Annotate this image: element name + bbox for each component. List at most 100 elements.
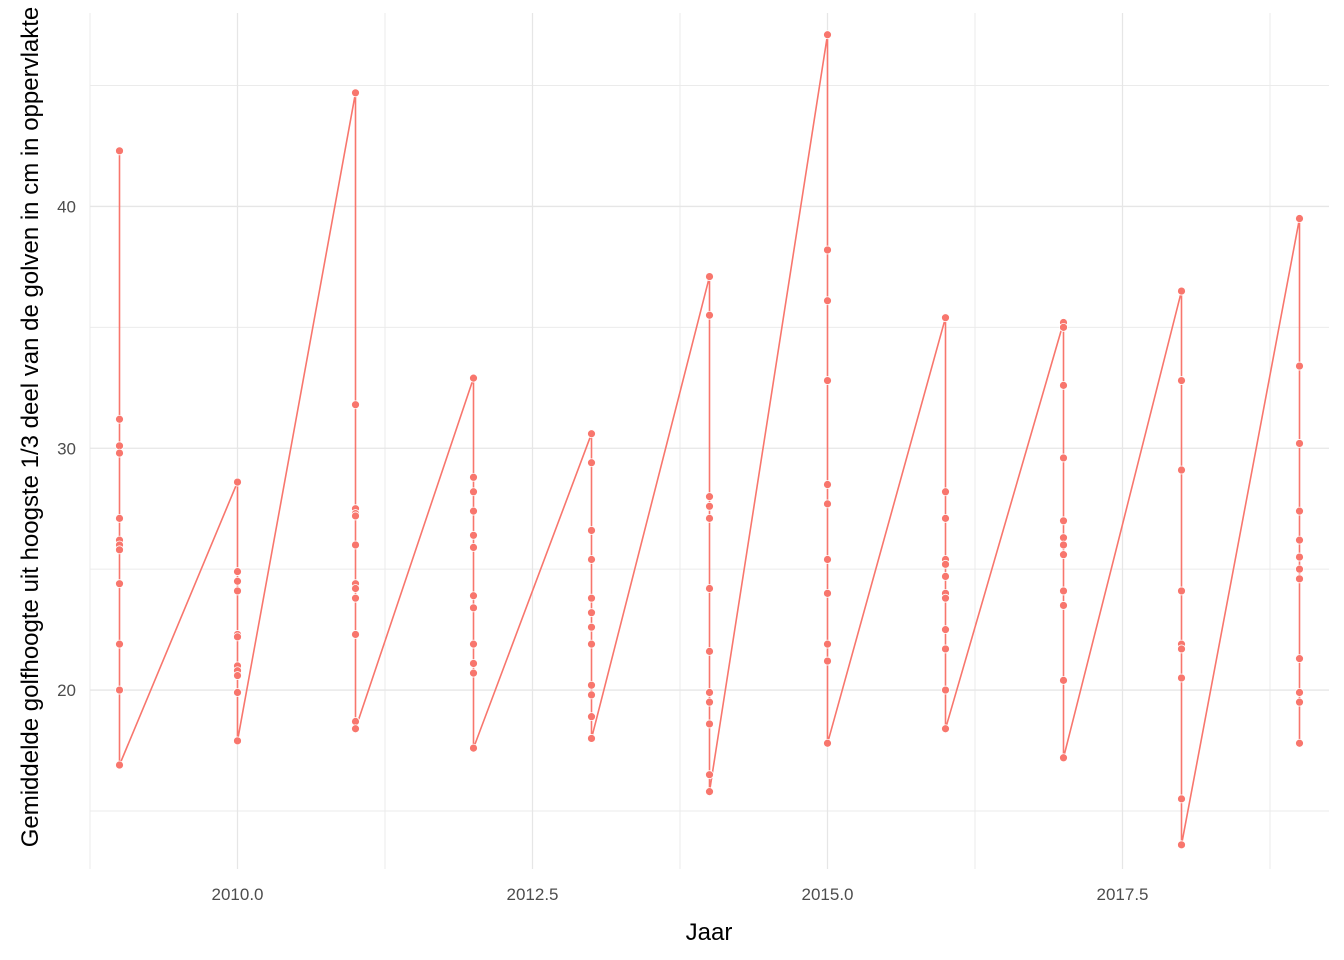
data-point: [1295, 574, 1304, 584]
points-layer: [115, 30, 1304, 850]
data-point: [587, 680, 596, 690]
data-point: [1295, 361, 1304, 371]
data-point: [587, 608, 596, 618]
data-point: [941, 644, 950, 654]
data-point: [469, 639, 478, 649]
data-point: [351, 511, 360, 521]
x-axis-title: Jaar: [686, 919, 733, 946]
data-point: [823, 555, 832, 564]
data-point: [115, 545, 124, 555]
data-point: [587, 593, 596, 603]
data-point: [1177, 286, 1186, 296]
data-point: [823, 480, 832, 489]
data-point: [115, 441, 124, 451]
data-point: [1059, 533, 1068, 543]
data-point: [1295, 564, 1304, 574]
data-point: [705, 688, 714, 697]
data-point: [469, 603, 478, 613]
data-point: [1177, 465, 1186, 475]
data-point: [587, 690, 596, 700]
data-point: [587, 526, 596, 535]
data-point: [469, 542, 478, 552]
data-point: [1295, 535, 1304, 545]
data-point: [705, 646, 714, 656]
data-point: [705, 501, 714, 511]
data-point: [705, 787, 714, 797]
data-point: [233, 632, 242, 642]
data-point: [705, 770, 714, 780]
data-point: [233, 567, 242, 576]
data-point: [351, 584, 360, 593]
y-axis-title: Gemiddelde golfhoogte uit hoogste 1/3 de…: [17, 7, 44, 848]
data-point: [1177, 376, 1186, 385]
data-point: [705, 719, 714, 729]
x-tick-label: 2010.0: [212, 885, 264, 904]
data-point: [351, 724, 360, 734]
y-tick-label: 30: [57, 439, 76, 458]
data-point: [823, 245, 832, 255]
data-point: [823, 639, 832, 649]
data-point: [941, 593, 950, 603]
data-point: [469, 472, 478, 482]
data-point: [351, 88, 360, 98]
y-tick-labels: 20 30 40: [57, 197, 76, 700]
data-point: [1059, 753, 1068, 763]
data-point: [115, 513, 124, 523]
data-point: [823, 499, 832, 509]
data-point: [823, 376, 832, 385]
data-point: [705, 697, 714, 707]
data-point: [941, 487, 950, 497]
data-point: [1177, 840, 1186, 850]
data-point: [705, 310, 714, 320]
data-point: [469, 659, 478, 668]
data-point: [1295, 688, 1304, 697]
data-point: [587, 639, 596, 649]
data-point: [115, 448, 124, 458]
data-point: [1295, 214, 1304, 223]
data-point: [1295, 654, 1304, 664]
data-point: [233, 586, 242, 596]
data-point: [941, 559, 950, 569]
data-point: [1059, 380, 1068, 390]
x-tick-labels: 2010.0 2012.5 2015.0 2017.5: [212, 885, 1149, 904]
y-tick-label: 40: [57, 197, 76, 216]
data-point: [1177, 673, 1186, 683]
data-point: [587, 712, 596, 722]
data-point: [1059, 540, 1068, 550]
data-point: [115, 414, 124, 424]
data-point: [1177, 586, 1186, 596]
data-point: [115, 146, 124, 156]
data-point: [1059, 516, 1068, 526]
data-point: [705, 584, 714, 593]
data-point: [823, 588, 832, 598]
data-point: [941, 572, 950, 581]
data-point: [233, 671, 242, 680]
data-point: [351, 400, 360, 410]
data-point: [469, 506, 478, 516]
data-point: [351, 593, 360, 603]
data-point: [705, 492, 714, 502]
data-point: [941, 724, 950, 734]
x-tick-label: 2012.5: [507, 885, 559, 904]
data-point: [469, 530, 478, 540]
data-point: [469, 591, 478, 601]
data-point: [941, 685, 950, 695]
data-point: [115, 685, 124, 695]
data-point: [823, 296, 832, 306]
data-point: [823, 30, 832, 40]
data-point: [1177, 794, 1186, 804]
data-point: [1295, 506, 1304, 516]
data-point: [351, 540, 360, 550]
data-point: [587, 734, 596, 743]
data-point: [1059, 550, 1068, 560]
data-point: [705, 272, 714, 281]
data-point: [587, 622, 596, 632]
data-point: [705, 513, 714, 523]
data-point: [115, 639, 124, 649]
data-point: [469, 487, 478, 497]
data-point: [1059, 586, 1068, 596]
data-point: [351, 717, 360, 726]
data-point: [941, 625, 950, 635]
data-point: [1295, 439, 1304, 448]
